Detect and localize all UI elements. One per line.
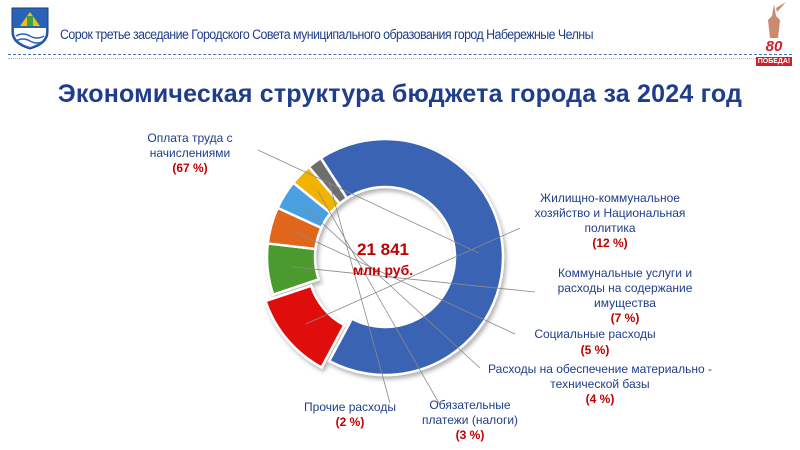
label-material-line-1: Расходы на обеспечение материально -	[488, 362, 712, 376]
label-housing-percent: (12 %)	[592, 236, 628, 250]
label-utilities-line-2: расходы на содержание	[557, 281, 693, 295]
leader-line-taxes	[317, 191, 441, 406]
label-salary-percent: (67 %)	[172, 161, 208, 175]
label-utilities-line-1: Коммунальные услуги и	[557, 266, 693, 280]
label-housing-line-2: хозяйство и Национальная	[534, 206, 686, 220]
slide-title: Экономическая структура бюджета города з…	[57, 80, 743, 108]
slice-other	[307, 156, 349, 206]
label-utilities-line-3: имущества	[594, 296, 656, 310]
label-salary-line-1: Оплата труда с	[147, 131, 233, 145]
label-material-percent: (4 %)	[585, 392, 615, 406]
center-value: 21 841	[357, 240, 409, 259]
header-divider	[8, 54, 792, 55]
center-unit: млн руб.	[352, 262, 414, 278]
label-material: Расходы на обеспечение материально - тех…	[475, 362, 725, 407]
leader-line-housing	[305, 227, 521, 325]
label-housing: Жилищно-коммунальное хозяйство и Национа…	[525, 191, 695, 251]
coat-of-arms-icon	[11, 7, 49, 50]
leader-line-salary	[257, 149, 480, 254]
label-other-line-1: Прочие расходы	[304, 400, 396, 414]
label-other: Прочие расходы (2 %)	[295, 400, 405, 430]
label-social: Социальные расходы	[520, 327, 670, 342]
leader-line-other	[328, 181, 391, 404]
label-other-percent: (2 %)	[335, 415, 365, 429]
label-material-line-2: технической базы	[550, 377, 650, 391]
label-utilities-percent: (7 %)	[610, 311, 640, 325]
label-taxes: Обязательные платежи (налоги) (3 %)	[410, 398, 530, 443]
label-salary-line-2: начислениями	[149, 146, 231, 160]
leader-line-material	[304, 207, 481, 369]
header-title: Сорок третье заседание Городского Совета…	[60, 27, 594, 42]
victory-badge-text: ПОБЕДА!	[756, 57, 792, 66]
header: Сорок третье заседание Городского Совета…	[0, 0, 800, 78]
header-divider-dotted	[8, 58, 792, 59]
slice-salary	[319, 137, 505, 377]
label-taxes-percent: (3 %)	[455, 428, 485, 442]
label-taxes-line-2: платежи (налоги)	[421, 413, 519, 427]
label-social-percent-box: (5 %)	[575, 343, 615, 358]
label-salary: Оплата труда с начислениями (67 %)	[120, 131, 260, 176]
victory-monument-icon	[768, 2, 786, 38]
label-utilities: Коммунальные услуги и расходы на содержа…	[540, 266, 710, 326]
leader-line-utilities	[291, 266, 536, 293]
label-social-percent: (5 %)	[580, 343, 610, 357]
label-housing-line-3: политика	[584, 221, 636, 235]
slice-housing	[263, 284, 346, 370]
label-taxes-line-1: Обязательные	[429, 398, 511, 412]
label-social-line-1: Социальные расходы	[534, 327, 656, 341]
victory-badge-number: 80	[765, 38, 783, 55]
label-housing-line-1: Жилищно-коммунальное	[540, 191, 680, 205]
leader-line-social	[294, 231, 516, 335]
